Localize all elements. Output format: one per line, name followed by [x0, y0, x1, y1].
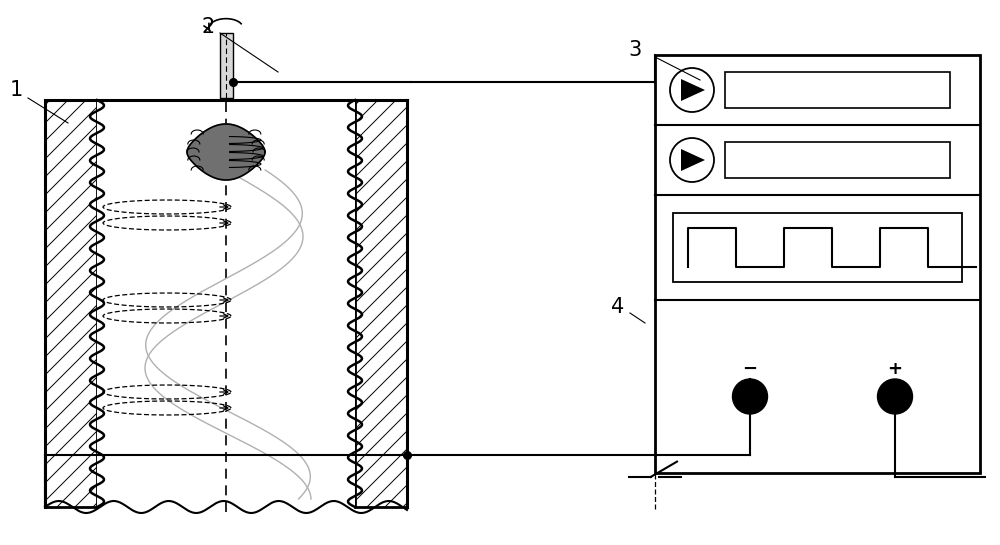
Circle shape	[670, 138, 714, 182]
Bar	[655, 55, 980, 473]
Bar	[725, 142, 950, 178]
Bar	[97, 100, 355, 507]
Bar	[220, 33, 233, 98]
Bar	[45, 100, 97, 507]
Polygon shape	[187, 124, 265, 180]
Bar	[355, 100, 407, 507]
Text: 1: 1	[9, 80, 23, 100]
Text: +: +	[888, 360, 902, 378]
Polygon shape	[681, 79, 705, 101]
Text: 4: 4	[611, 297, 625, 317]
Text: −: −	[742, 360, 758, 378]
Circle shape	[670, 68, 714, 112]
Circle shape	[732, 379, 768, 414]
Text: 2: 2	[201, 17, 215, 37]
Bar	[355, 100, 407, 507]
Bar	[45, 100, 97, 507]
Bar	[673, 213, 962, 282]
Polygon shape	[681, 149, 705, 171]
Circle shape	[878, 379, 912, 414]
Text: 3: 3	[628, 40, 642, 60]
Bar	[725, 72, 950, 108]
